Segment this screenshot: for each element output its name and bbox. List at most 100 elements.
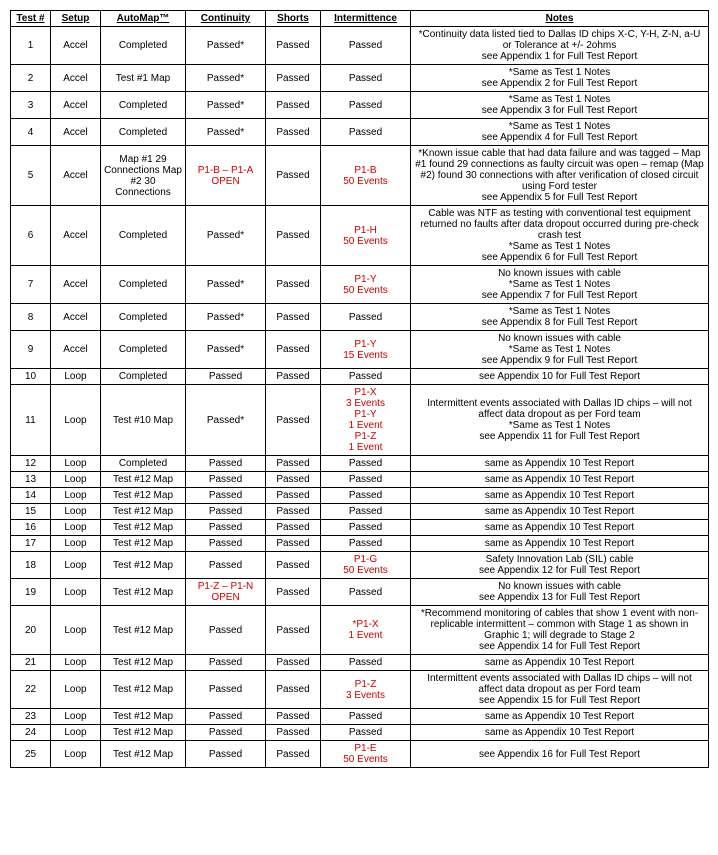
- cell-continuity: Passed: [186, 606, 266, 655]
- cell-intermittence: P1-X3 EventsP1-Y1 EventP1-Z1 Event: [321, 385, 411, 456]
- cell-automap: Completed: [101, 27, 186, 65]
- cell-continuity: Passed*: [186, 385, 266, 456]
- cell-continuity: Passed: [186, 536, 266, 552]
- cell-continuity: P1-Z – P1-N OPEN: [186, 579, 266, 606]
- cell-setup: Accel: [51, 331, 101, 369]
- test-results-table: Test # Setup AutoMap™ Continuity Shorts …: [10, 10, 709, 768]
- col-test: Test #: [11, 11, 51, 27]
- cell-test: 3: [11, 92, 51, 119]
- table-row: 22LoopTest #12 MapPassedPassedP1-Z3 Even…: [11, 671, 709, 709]
- cell-test: 10: [11, 369, 51, 385]
- cell-test: 17: [11, 536, 51, 552]
- cell-intermittence: Passed: [321, 27, 411, 65]
- cell-notes: Cable was NTF as testing with convention…: [411, 206, 709, 266]
- cell-setup: Loop: [51, 536, 101, 552]
- table-row: 19LoopTest #12 MapP1-Z – P1-N OPENPassed…: [11, 579, 709, 606]
- cell-continuity: Passed: [186, 552, 266, 579]
- table-row: 13LoopTest #12 MapPassedPassedPassedsame…: [11, 472, 709, 488]
- cell-shorts: Passed: [266, 606, 321, 655]
- table-row: 25LoopTest #12 MapPassedPassedP1-E50 Eve…: [11, 741, 709, 768]
- cell-notes: *Same as Test 1 Notessee Appendix 8 for …: [411, 304, 709, 331]
- cell-intermittence: Passed: [321, 536, 411, 552]
- cell-shorts: Passed: [266, 741, 321, 768]
- cell-setup: Loop: [51, 552, 101, 579]
- cell-continuity: Passed: [186, 741, 266, 768]
- table-row: 1AccelCompletedPassed*PassedPassed*Conti…: [11, 27, 709, 65]
- cell-automap: Test #12 Map: [101, 504, 186, 520]
- cell-automap: Test #12 Map: [101, 520, 186, 536]
- cell-automap: Test #12 Map: [101, 472, 186, 488]
- cell-shorts: Passed: [266, 266, 321, 304]
- cell-continuity: Passed: [186, 369, 266, 385]
- cell-automap: Test #12 Map: [101, 725, 186, 741]
- cell-test: 7: [11, 266, 51, 304]
- cell-intermittence: Passed: [321, 579, 411, 606]
- cell-intermittence: Passed: [321, 472, 411, 488]
- cell-notes: Safety Innovation Lab (SIL) cablesee App…: [411, 552, 709, 579]
- cell-notes: Intermittent events associated with Dall…: [411, 671, 709, 709]
- cell-test: 6: [11, 206, 51, 266]
- table-row: 14LoopTest #12 MapPassedPassedPassedsame…: [11, 488, 709, 504]
- cell-automap: Test #12 Map: [101, 655, 186, 671]
- table-row: 10LoopCompletedPassedPassedPassedsee App…: [11, 369, 709, 385]
- cell-continuity: Passed*: [186, 65, 266, 92]
- cell-continuity: P1-B – P1-A OPEN: [186, 146, 266, 206]
- cell-automap: Completed: [101, 456, 186, 472]
- cell-shorts: Passed: [266, 579, 321, 606]
- cell-setup: Loop: [51, 579, 101, 606]
- cell-shorts: Passed: [266, 92, 321, 119]
- cell-notes: same as Appendix 10 Test Report: [411, 504, 709, 520]
- table-row: 5AccelMap #1 29 Connections Map #2 30 Co…: [11, 146, 709, 206]
- cell-notes: same as Appendix 10 Test Report: [411, 520, 709, 536]
- table-row: 11LoopTest #10 MapPassed*PassedP1-X3 Eve…: [11, 385, 709, 456]
- cell-test: 25: [11, 741, 51, 768]
- cell-automap: Test #12 Map: [101, 536, 186, 552]
- cell-notes: Intermittent events associated with Dall…: [411, 385, 709, 456]
- cell-notes: No known issues with cable*Same as Test …: [411, 331, 709, 369]
- cell-automap: Test #10 Map: [101, 385, 186, 456]
- cell-notes: same as Appendix 10 Test Report: [411, 472, 709, 488]
- cell-test: 9: [11, 331, 51, 369]
- cell-notes: *Recommend monitoring of cables that sho…: [411, 606, 709, 655]
- cell-test: 5: [11, 146, 51, 206]
- cell-intermittence: Passed: [321, 725, 411, 741]
- cell-intermittence: Passed: [321, 304, 411, 331]
- cell-test: 21: [11, 655, 51, 671]
- table-row: 2AccelTest #1 MapPassed*PassedPassed*Sam…: [11, 65, 709, 92]
- cell-automap: Test #12 Map: [101, 606, 186, 655]
- table-row: 18LoopTest #12 MapPassedPassedP1-G50 Eve…: [11, 552, 709, 579]
- table-row: 24LoopTest #12 MapPassedPassedPassedsame…: [11, 725, 709, 741]
- cell-setup: Accel: [51, 65, 101, 92]
- cell-setup: Loop: [51, 472, 101, 488]
- cell-continuity: Passed*: [186, 27, 266, 65]
- cell-continuity: Passed: [186, 671, 266, 709]
- cell-notes: *Known issue cable that had data failure…: [411, 146, 709, 206]
- cell-shorts: Passed: [266, 552, 321, 579]
- col-notes: Notes: [411, 11, 709, 27]
- cell-shorts: Passed: [266, 119, 321, 146]
- table-row: 6AccelCompletedPassed*PassedP1-H50 Event…: [11, 206, 709, 266]
- cell-continuity: Passed: [186, 488, 266, 504]
- cell-intermittence: Passed: [321, 65, 411, 92]
- cell-shorts: Passed: [266, 456, 321, 472]
- cell-setup: Loop: [51, 709, 101, 725]
- cell-notes: same as Appendix 10 Test Report: [411, 488, 709, 504]
- cell-shorts: Passed: [266, 146, 321, 206]
- cell-automap: Test #12 Map: [101, 671, 186, 709]
- cell-automap: Completed: [101, 92, 186, 119]
- cell-notes: No known issues with cablesee Appendix 1…: [411, 579, 709, 606]
- cell-notes: same as Appendix 10 Test Report: [411, 709, 709, 725]
- cell-intermittence: Passed: [321, 709, 411, 725]
- cell-automap: Completed: [101, 266, 186, 304]
- table-row: 9AccelCompletedPassed*PassedP1-Y15 Event…: [11, 331, 709, 369]
- cell-continuity: Passed*: [186, 206, 266, 266]
- cell-shorts: Passed: [266, 671, 321, 709]
- table-row: 21LoopTest #12 MapPassedPassedPassedsame…: [11, 655, 709, 671]
- cell-intermittence: Passed: [321, 92, 411, 119]
- cell-intermittence: P1-E50 Events: [321, 741, 411, 768]
- cell-setup: Loop: [51, 456, 101, 472]
- cell-shorts: Passed: [266, 385, 321, 456]
- cell-intermittence: Passed: [321, 456, 411, 472]
- cell-setup: Loop: [51, 655, 101, 671]
- cell-notes: *Same as Test 1 Notessee Appendix 4 for …: [411, 119, 709, 146]
